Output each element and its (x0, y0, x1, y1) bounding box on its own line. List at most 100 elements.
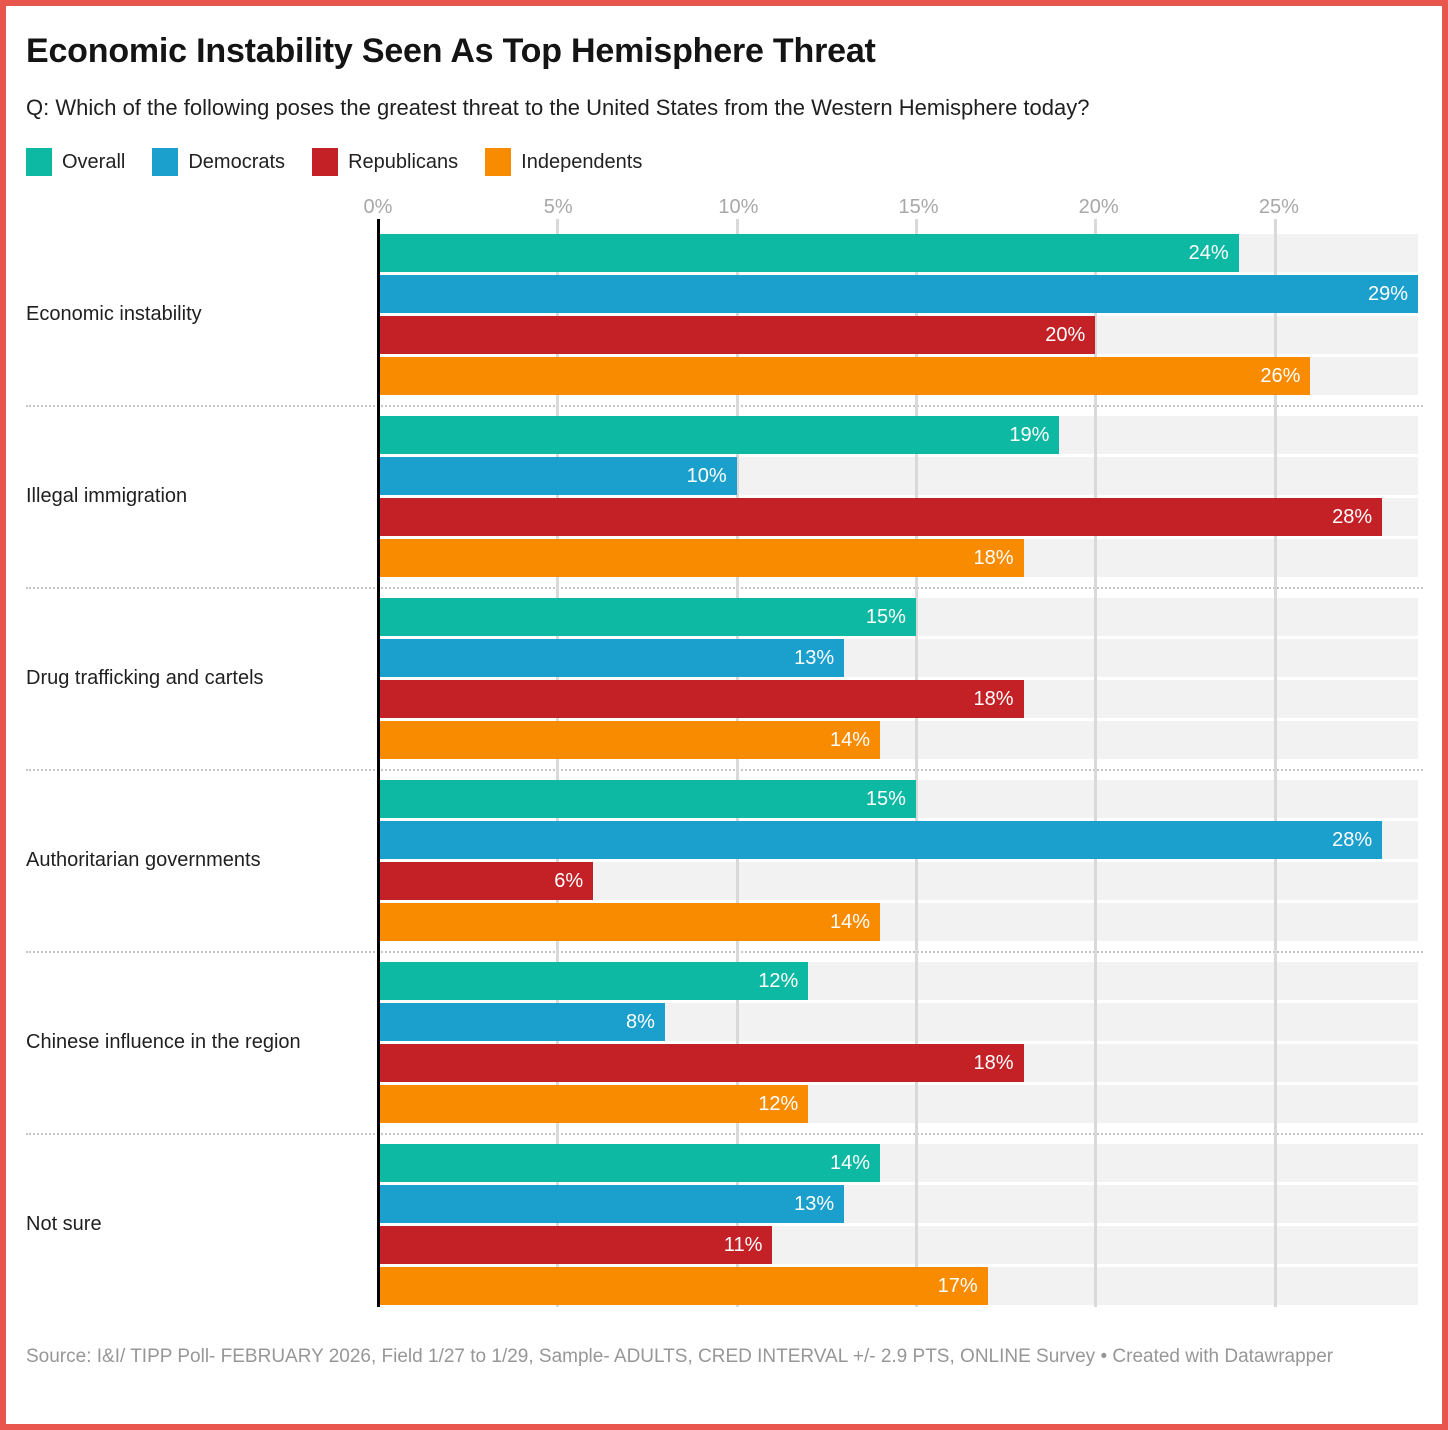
category-group: Chinese influence in the region 12% 8% 18% 1… (26, 953, 1423, 1133)
chart-title: Economic Instability Seen As Top Hemisph… (26, 32, 876, 70)
bar-democrats[interactable]: 29% (378, 275, 1418, 313)
x-axis-tick-label: 5% (543, 196, 573, 218)
bar-democrats[interactable]: 13% (378, 639, 845, 677)
category-label: Economic instability (26, 303, 202, 325)
bar-democrats[interactable]: 13% (378, 1185, 845, 1223)
bar-track: 14% (378, 721, 1418, 759)
bar-track: 18% (378, 539, 1418, 577)
legend-item-democrats: Democrats (152, 148, 285, 176)
bar-track: 15% (378, 780, 1418, 818)
category-label: Illegal immigration (26, 485, 188, 507)
bar-independents[interactable]: 18% (378, 539, 1024, 577)
category-group: Not sure 14% 13% 11% 17% (26, 1135, 1423, 1315)
bar-overall[interactable]: 24% (378, 234, 1239, 272)
bar-track: 24% (378, 234, 1418, 272)
bar-track: 18% (378, 680, 1418, 718)
bar-track: 14% (378, 903, 1418, 941)
category-label: Drug trafficking and cartels (26, 667, 264, 689)
grouped-bar-chart: 0% 5% 10% 15% 20% 25% Economic instability 24%… (26, 187, 1423, 1315)
bar-overall[interactable]: 15% (378, 780, 916, 818)
legend-label: Independents (521, 150, 643, 173)
bar-independents[interactable]: 14% (378, 903, 881, 941)
x-axis-tick-label: 20% (1078, 196, 1119, 218)
category-label: Chinese influence in the region (26, 1031, 301, 1053)
bar-overall[interactable]: 15% (378, 598, 916, 636)
legend-label: Overall (62, 150, 126, 173)
bar-value-label: 14% (830, 728, 871, 751)
bar-track: 10% (378, 457, 1418, 495)
bar-value-label: 26% (1260, 364, 1301, 387)
legend-item-republicans: Republicans (312, 148, 458, 176)
bar-value-label: 28% (1332, 828, 1373, 851)
bar-value-label: 6% (554, 869, 584, 892)
bar-track: 12% (378, 962, 1418, 1000)
legend: Overall Democrats Republicans Independents (26, 147, 1423, 177)
bar-value-label: 18% (973, 687, 1014, 710)
bar-value-label: 10% (686, 464, 727, 487)
bar-independents[interactable]: 12% (378, 1085, 809, 1123)
bar-republicans[interactable]: 20% (378, 316, 1096, 354)
legend-swatch-overall (26, 148, 52, 176)
x-axis-zero-line (377, 219, 380, 1307)
legend-swatch-independents (485, 148, 512, 176)
category-label: Authoritarian governments (26, 849, 261, 871)
category-group: Drug trafficking and cartels 15% 13% 18% 14% (26, 589, 1423, 769)
bar-value-label: 19% (1009, 423, 1050, 446)
bar-overall[interactable]: 14% (378, 1144, 881, 1182)
row-separator (26, 1133, 1423, 1135)
bar-independents[interactable]: 14% (378, 721, 881, 759)
source-note: Source: I&I/ TIPP Poll- FEBRUARY 2026, F… (26, 1343, 1376, 1372)
category-plot-area: 19% 10% 28% 18% (378, 416, 1423, 577)
bar-track: 13% (378, 639, 1418, 677)
legend-swatch-republicans (312, 148, 339, 176)
bar-track: 6% (378, 862, 1418, 900)
bar-value-label: 14% (830, 910, 871, 933)
category-plot-area: 15% 28% 6% 14% (378, 780, 1423, 941)
bar-value-label: 8% (625, 1010, 655, 1033)
legend-label: Democrats (188, 150, 286, 173)
bar-value-label: 28% (1332, 505, 1373, 528)
bar-track: 28% (378, 821, 1418, 859)
x-axis: 0% 5% 10% 15% 20% 25% (364, 187, 1423, 225)
source-text: Source: I&I/ TIPP Poll- FEBRUARY 2026, F… (26, 1346, 1096, 1367)
bar-track: 29% (378, 275, 1418, 313)
bar-overall[interactable]: 19% (378, 416, 1060, 454)
legend-item-overall: Overall (26, 148, 125, 176)
bar-track: 20% (378, 316, 1418, 354)
category-plot-area: 12% 8% 18% 12% (378, 962, 1423, 1123)
bar-republicans[interactable]: 18% (378, 1044, 1024, 1082)
category-plot-area: 24% 29% 20% 26% (378, 234, 1423, 395)
bar-republicans[interactable]: 11% (378, 1226, 773, 1264)
bar-independents[interactable]: 17% (378, 1267, 988, 1305)
category-group: Economic instability 24% 29% 20% 26% (26, 225, 1423, 405)
row-separator (26, 769, 1423, 771)
row-separator (26, 587, 1423, 589)
bar-track: 15% (378, 598, 1418, 636)
bar-republicans[interactable]: 18% (378, 680, 1024, 718)
bar-democrats[interactable]: 8% (378, 1003, 665, 1041)
bar-overall[interactable]: 12% (378, 962, 809, 1000)
x-axis-tick-label: 0% (363, 196, 393, 218)
category-label: Not sure (26, 1213, 102, 1235)
bar-track: 13% (378, 1185, 1418, 1223)
x-axis-tick-label: 25% (1258, 196, 1299, 218)
bar-value-label: 12% (758, 969, 799, 992)
attribution-text: Created with Datawrapper (1112, 1346, 1334, 1367)
bar-republicans[interactable]: 28% (378, 498, 1383, 536)
bar-track: 19% (378, 416, 1418, 454)
bar-track: 11% (378, 1226, 1418, 1264)
bar-track: 14% (378, 1144, 1418, 1182)
row-separator (26, 951, 1423, 953)
bar-track: 26% (378, 357, 1418, 395)
x-axis-tick-label: 15% (898, 196, 939, 218)
bar-democrats[interactable]: 10% (378, 457, 737, 495)
bar-democrats[interactable]: 28% (378, 821, 1383, 859)
bar-value-label: 11% (723, 1233, 763, 1256)
bar-track: 12% (378, 1085, 1418, 1123)
bar-value-label: 24% (1188, 241, 1229, 264)
bar-republicans[interactable]: 6% (378, 862, 594, 900)
bar-independents[interactable]: 26% (378, 357, 1311, 395)
bar-value-label: 17% (937, 1274, 978, 1297)
legend-swatch-democrats (152, 148, 179, 176)
